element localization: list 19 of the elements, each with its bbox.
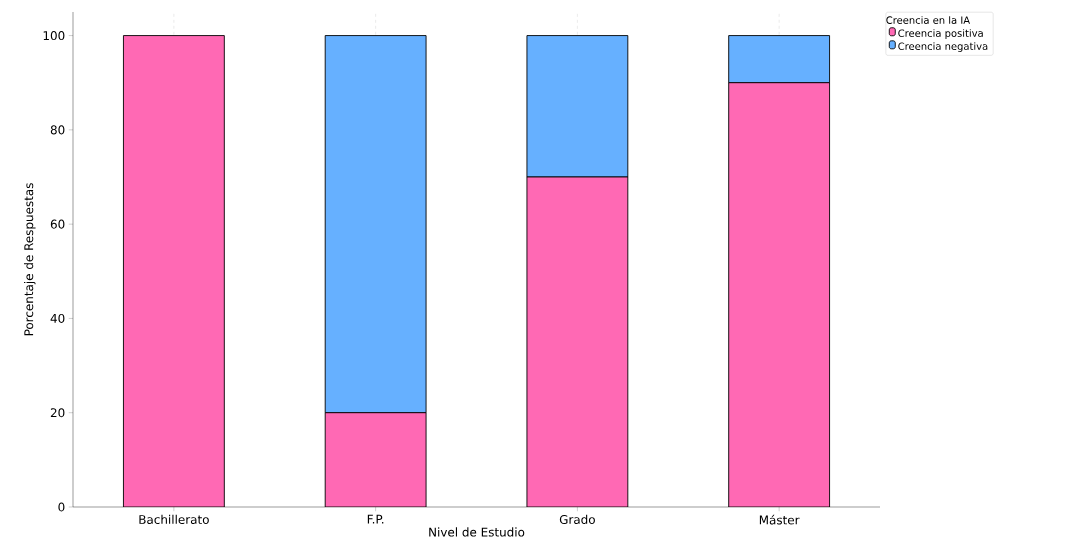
- bar: [526, 176, 629, 507]
- x-axis-title: Nivel de Estudio: [429, 527, 525, 537]
- x-tick-label: Grado: [559, 514, 595, 525]
- y-tick-label: 60: [50, 219, 65, 229]
- bar: [324, 412, 427, 507]
- legend-label: Creencia negativa: [898, 42, 988, 52]
- x-tick-label: F.P.: [367, 514, 384, 524]
- y-tick-label: 80: [50, 125, 65, 135]
- y-axis-title: Porcentaje de Respuestas: [24, 183, 36, 336]
- x-tick-label: Bachillerato: [139, 514, 209, 525]
- y-tick-label: 100: [43, 31, 65, 41]
- y-tick-label: 20: [50, 408, 65, 418]
- bar: [122, 35, 225, 507]
- legend-label: Creencia positiva: [898, 29, 983, 39]
- y-tick-label: 0: [58, 502, 65, 512]
- bar: [728, 82, 831, 507]
- y-tick-label: 40: [50, 313, 65, 323]
- legend-title: Creencia en la IA: [886, 16, 970, 24]
- x-tick-label: Máster: [759, 514, 800, 525]
